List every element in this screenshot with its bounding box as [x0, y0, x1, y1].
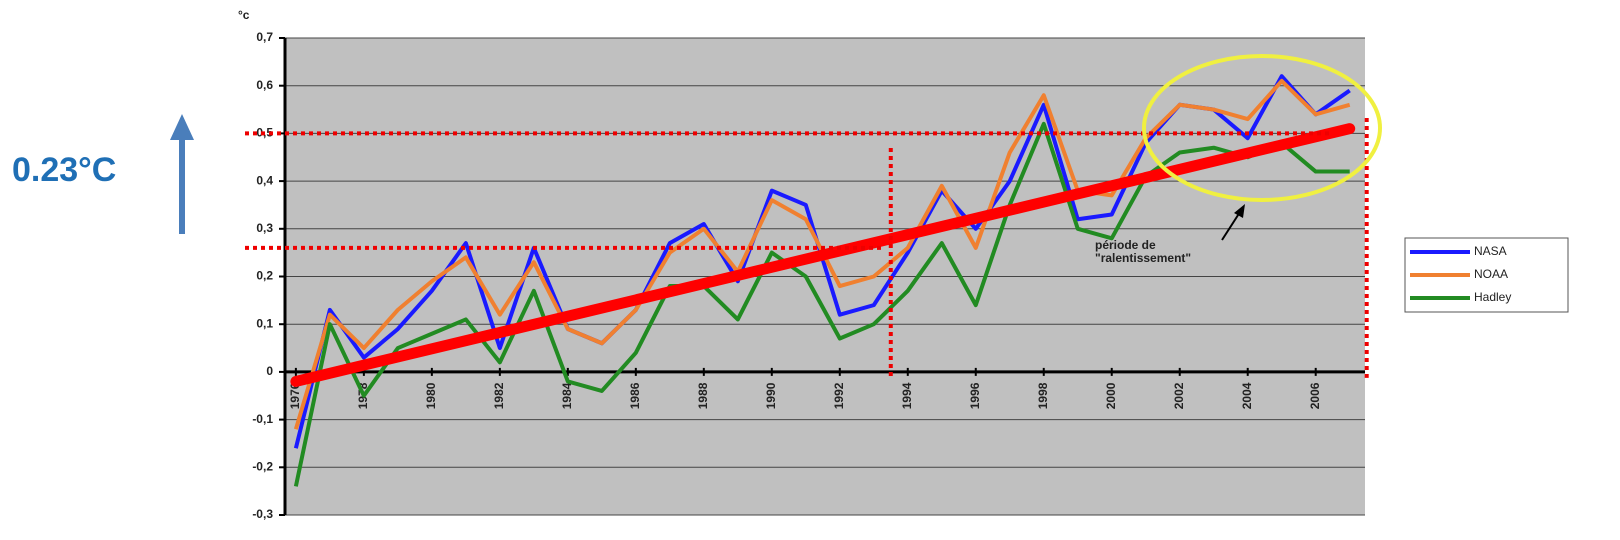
y-unit: °c [238, 8, 250, 22]
y-tick-label: 0,2 [256, 269, 273, 283]
trend-line [290, 123, 1356, 387]
y-tick-label: 0,1 [256, 316, 273, 330]
legend-label: NOAA [1474, 267, 1508, 281]
x-tick-label: 1988 [696, 382, 710, 409]
y-tick-label: 0,3 [256, 221, 273, 235]
x-tick-label: 1996 [968, 382, 982, 409]
x-tick-label: 1976 [288, 382, 302, 409]
y-tick-label: 0,7 [256, 30, 273, 44]
x-tick-label: 1992 [832, 382, 846, 409]
highlight-ellipse [1142, 54, 1382, 202]
rise-arrow-head [170, 114, 194, 140]
x-tick-label: 1982 [492, 382, 506, 409]
rise-annotation: 0.23°C [12, 151, 116, 189]
y-tick-label: 0 [266, 364, 273, 378]
x-tick-label: 1990 [764, 382, 778, 409]
x-tick-label: 1994 [900, 382, 914, 409]
slowdown-arrow [1221, 211, 1241, 241]
legend: NASA NOAA Hadley [1404, 237, 1569, 313]
y-tick-label: -0,3 [252, 507, 273, 521]
x-tick-label: 1998 [1036, 382, 1050, 409]
x-tick-label: 1980 [424, 382, 438, 409]
legend-label: Hadley [1474, 290, 1511, 304]
x-tick-label: 2004 [1240, 382, 1254, 409]
x-tick-label: 1986 [628, 382, 642, 409]
x-tick-label: 2002 [1172, 382, 1186, 409]
x-tick-label: 2006 [1308, 382, 1322, 409]
y-tick-label: 0,4 [256, 173, 273, 187]
x-tick-label: 1984 [560, 382, 574, 409]
y-tick-label: 0,6 [256, 78, 273, 92]
y-tick-label: -0,2 [252, 459, 273, 473]
series-line [293, 121, 1350, 487]
slowdown-arrow-head [1234, 204, 1245, 218]
legend-label: NASA [1474, 244, 1507, 258]
slowdown-label: "ralentissement" [1095, 251, 1191, 265]
x-tick-label: 2000 [1104, 382, 1118, 409]
y-tick-label: -0,1 [252, 412, 273, 426]
slowdown-label: période de [1095, 238, 1156, 252]
